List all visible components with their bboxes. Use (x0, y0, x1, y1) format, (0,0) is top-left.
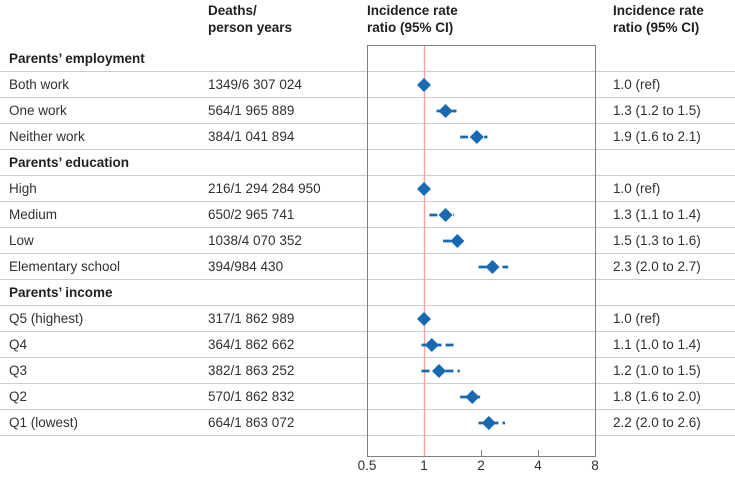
deaths-person-years-value: 382/1 863 252 (208, 363, 295, 378)
deaths-person-years-value: 317/1 862 989 (208, 311, 295, 326)
deaths-person-years-value: 1038/4 070 352 (208, 233, 302, 248)
table-row: Low 1038/4 070 352 1.5 (1.3 to 1.6) (0, 228, 735, 254)
irr-column-header: Incidence rate ratio (95% CI) (613, 3, 704, 35)
table-row: One work 564/1 965 889 1.3 (1.2 to 1.5) (0, 98, 735, 124)
table-body: Parents’ employment Both work 1349/6 307 0… (0, 46, 735, 436)
irr-ci-text: 1.0 (ref) (613, 311, 661, 326)
row-label: Elementary school (9, 259, 121, 274)
irr-ci-text: 2.3 (2.0 to 2.7) (613, 259, 701, 274)
x-axis-tick-label: 8 (591, 458, 599, 473)
x-axis-tick-label: 0.5 (357, 458, 377, 473)
table-row: Q4 364/1 862 662 1.1 (1.0 to 1.4) (0, 332, 735, 358)
irr-ci-text: 1.0 (ref) (613, 181, 661, 196)
table-row: Q5 (highest) 317/1 862 989 1.0 (ref) (0, 306, 735, 332)
irr-ci-text: 2.2 (2.0 to 2.6) (613, 415, 701, 430)
table-row: High 216/1 294 284 950 1.0 (ref) (0, 176, 735, 202)
deaths-person-years-value: 1349/6 307 024 (208, 77, 302, 92)
irr-ci-text: 1.1 (1.0 to 1.4) (613, 337, 701, 352)
row-label: Q5 (highest) (9, 311, 84, 326)
x-axis-tick-label: 4 (534, 458, 542, 473)
deaths-person-years-value: 564/1 965 889 (208, 103, 295, 118)
row-label: High (9, 181, 37, 196)
table-row: Both work 1349/6 307 024 1.0 (ref) (0, 72, 735, 98)
table-row: Q2 570/1 862 832 1.8 (1.6 to 2.0) (0, 384, 735, 410)
row-label: Neither work (9, 129, 85, 144)
irr-ci-text: 1.0 (ref) (613, 77, 661, 92)
deaths-column-header: Deaths/ person years (208, 3, 293, 35)
table-row: Elementary school 394/984 430 2.3 (2.0 to … (0, 254, 735, 280)
section-header-row: Parents’ income (0, 280, 735, 306)
deaths-person-years-value: 394/984 430 (208, 259, 284, 274)
row-label: Medium (9, 207, 58, 222)
row-label: Q3 (9, 363, 28, 378)
row-label: One work (9, 103, 67, 118)
irr-ci-text: 1.3 (1.2 to 1.5) (613, 103, 701, 118)
section-label: Parents’ education (9, 155, 130, 170)
row-label: Both work (9, 77, 70, 92)
section-label: Parents’ employment (9, 51, 145, 66)
row-label: Q2 (9, 389, 28, 404)
deaths-person-years-value: 650/2 965 741 (208, 207, 295, 222)
irr-ci-text: 1.8 (1.6 to 2.0) (613, 389, 701, 404)
table-row: Q1 (lowest) 664/1 863 072 2.2 (2.0 to 2.6) (0, 410, 735, 436)
row-label: Low (9, 233, 34, 248)
table-row: Neither work 384/1 041 894 1.9 (1.6 to 2.1… (0, 124, 735, 150)
row-label: Q4 (9, 337, 28, 352)
section-label: Parents’ income (9, 285, 113, 300)
irr-ci-text: 1.3 (1.1 to 1.4) (613, 207, 701, 222)
row-label: Q1 (lowest) (9, 415, 79, 430)
x-axis-tick-label: 1 (420, 458, 428, 473)
table-row: Q3 382/1 863 252 1.2 (1.0 to 1.5) (0, 358, 735, 384)
deaths-person-years-value: 364/1 862 662 (208, 337, 295, 352)
irr-ci-text: 1.9 (1.6 to 2.1) (613, 129, 701, 144)
section-header-row: Parents’ education (0, 150, 735, 176)
section-header-row: Parents’ employment (0, 46, 735, 72)
irr-ci-text: 1.5 (1.3 to 1.6) (613, 233, 701, 248)
deaths-person-years-value: 384/1 041 894 (208, 129, 295, 144)
deaths-person-years-value: 216/1 294 284 950 (208, 181, 321, 196)
irr-ci-text: 1.2 (1.0 to 1.5) (613, 363, 701, 378)
x-axis-tick-label: 2 (477, 458, 485, 473)
table-row: Medium 650/2 965 741 1.3 (1.1 to 1.4) (0, 202, 735, 228)
plot-column-header: Incidence rate ratio (95% CI) (367, 3, 458, 35)
deaths-person-years-value: 570/1 862 832 (208, 389, 295, 404)
deaths-person-years-value: 664/1 863 072 (208, 415, 295, 430)
